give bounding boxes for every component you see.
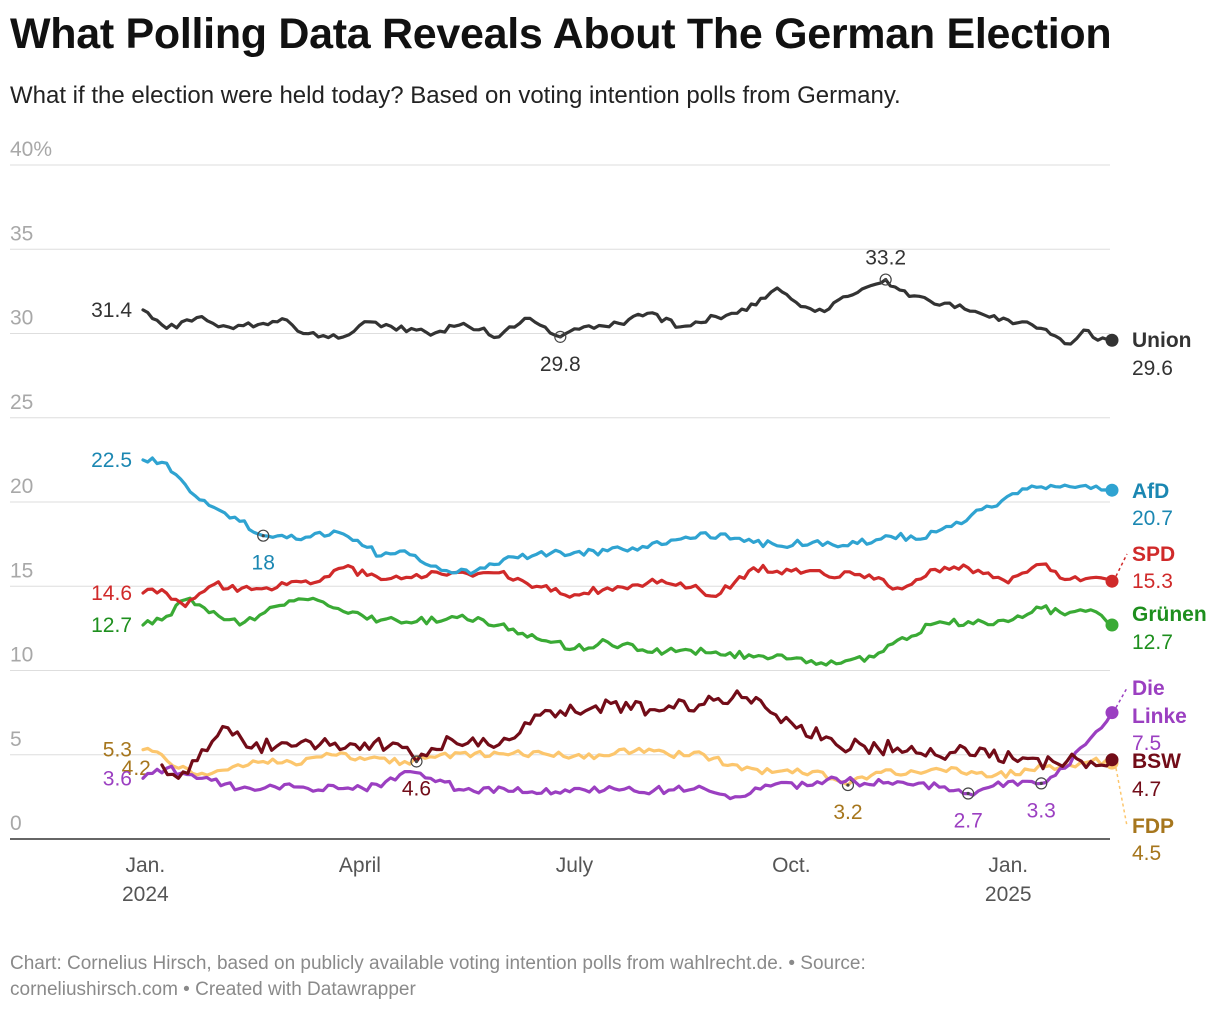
series-last-value: 15.3 bbox=[1132, 570, 1173, 593]
end-label-spd: SPD 15.3 bbox=[1115, 543, 1175, 593]
chart-subtitle: What if the election were held today? Ba… bbox=[10, 82, 901, 109]
series-name-label: BSW bbox=[1132, 750, 1181, 773]
series-gr-nen: 12.7 bbox=[91, 596, 1119, 667]
footer-credit-line: Chart: Cornelius Hirsch, based on public… bbox=[10, 953, 866, 974]
footer-source-line[interactable]: corneliushirsch.com • Created with Dataw… bbox=[10, 979, 416, 1000]
y-tick-label: 40% bbox=[10, 138, 52, 161]
series-line bbox=[141, 278, 1114, 346]
series-last-value: 12.7 bbox=[1132, 631, 1173, 654]
annotation-label: 2.7 bbox=[954, 810, 983, 833]
y-axis: 40% 35 30 25 20 15 10 5 0 bbox=[10, 138, 1110, 835]
series-end-dot bbox=[1105, 618, 1119, 632]
series-spd: 14.6 bbox=[91, 562, 1119, 609]
y-tick-label: 10 bbox=[10, 644, 33, 667]
annotation-label: 31.4 bbox=[91, 299, 132, 322]
series-afd: 22.5 18 bbox=[91, 449, 1119, 576]
annotation-marker bbox=[1035, 777, 1048, 790]
annotation-marker bbox=[257, 529, 270, 542]
series-fdp: 5.34.2 3.2 bbox=[103, 739, 1119, 824]
series-last-value: 7.5 bbox=[1132, 732, 1161, 755]
series-name-label: Union bbox=[1132, 329, 1191, 352]
annotation-label: 14.6 bbox=[91, 582, 132, 605]
label-leader bbox=[1115, 687, 1128, 708]
x-tick-label: Oct. bbox=[772, 854, 811, 877]
x-tick-label: Jan. bbox=[126, 854, 166, 877]
y-tick-label: 5 bbox=[10, 728, 22, 751]
annotation-label: 33.2 bbox=[865, 247, 906, 270]
x-tick-year-label: 2024 bbox=[122, 883, 169, 906]
series-end-dot bbox=[1105, 333, 1119, 347]
x-tick-label: April bbox=[339, 854, 381, 877]
series-name-label: Grünen bbox=[1132, 603, 1207, 626]
y-tick-label: 20 bbox=[10, 475, 33, 498]
chart-footer: Chart: Cornelius Hirsch, based on public… bbox=[10, 951, 1010, 1003]
annotation-marker-dot bbox=[558, 335, 562, 339]
annotation-marker-dot bbox=[966, 791, 970, 796]
x-tick-label: Jan. bbox=[988, 854, 1028, 877]
annotation-label: 3.3 bbox=[1027, 799, 1056, 822]
annotation-marker-dot bbox=[846, 783, 850, 787]
series-name-label: FDP bbox=[1132, 815, 1174, 838]
series-last-value: 20.7 bbox=[1132, 507, 1173, 530]
series-line bbox=[141, 562, 1114, 609]
end-label-gr-nen: Grünen 12.7 bbox=[1132, 603, 1207, 654]
annotation-label: 5.3 bbox=[103, 739, 132, 762]
annotation-label: 4.2 bbox=[122, 757, 151, 780]
annotation-label: 22.5 bbox=[91, 449, 132, 472]
annotation-marker bbox=[410, 755, 423, 768]
series-name-label: AfD bbox=[1132, 480, 1169, 503]
end-label-die-linke: Die Linke 7.5 bbox=[1115, 677, 1187, 755]
annotation-marker-dot bbox=[1039, 781, 1043, 785]
end-label-afd: AfD 20.7 bbox=[1132, 480, 1173, 530]
end-label-bsw: BSW 4.7 bbox=[1132, 750, 1181, 801]
annotation-marker bbox=[962, 787, 975, 800]
end-label-fdp: FDP 4.5 bbox=[1115, 768, 1174, 865]
series-line bbox=[141, 746, 1114, 787]
annotation-label: 4.6 bbox=[402, 777, 431, 800]
series-name-label: Linke bbox=[1132, 705, 1187, 728]
x-axis: Jan. 2024 April July Oct. Jan. 2025 bbox=[122, 854, 1032, 906]
series-line bbox=[141, 711, 1114, 801]
chart-title: What Polling Data Reveals About The Germ… bbox=[10, 10, 1112, 58]
end-label-union: Union 29.6 bbox=[1132, 329, 1191, 380]
series-last-value: 4.7 bbox=[1132, 778, 1161, 801]
annotation-marker-dot bbox=[261, 534, 265, 538]
annotation-label: 3.2 bbox=[833, 801, 862, 824]
series-last-value: 4.5 bbox=[1132, 842, 1161, 865]
y-tick-label: 35 bbox=[10, 222, 33, 245]
annotation-marker bbox=[554, 330, 567, 343]
series-name-label: SPD bbox=[1132, 543, 1175, 566]
series-end-dot bbox=[1105, 753, 1119, 767]
series-end-dot bbox=[1105, 706, 1119, 720]
annotation-label: 12.7 bbox=[91, 614, 132, 637]
series-line bbox=[141, 596, 1114, 667]
annotation-marker-dot bbox=[884, 277, 888, 282]
series-die-linke: 3.6 2.7 3.3 bbox=[103, 706, 1119, 833]
series-line bbox=[160, 689, 1114, 780]
annotation-marker-dot bbox=[414, 759, 419, 764]
label-leader bbox=[1115, 553, 1128, 577]
x-tick-label: July bbox=[556, 854, 594, 877]
y-tick-label: 15 bbox=[10, 559, 33, 582]
y-tick-label: 25 bbox=[10, 391, 33, 414]
series-union: 31.4 29.8 33.2 bbox=[91, 247, 1119, 376]
series-name-label: Die bbox=[1132, 677, 1165, 700]
series-line bbox=[141, 456, 1114, 576]
y-tick-label: 30 bbox=[10, 307, 33, 330]
annotation-label: 3.6 bbox=[103, 767, 132, 790]
annotation-marker bbox=[879, 273, 892, 286]
label-leader bbox=[1115, 768, 1128, 827]
annotation-label: 18 bbox=[252, 552, 275, 575]
series-end-dot bbox=[1105, 483, 1119, 497]
series-bsw: 4.6 bbox=[160, 689, 1119, 800]
y-tick-label: 0 bbox=[10, 812, 22, 835]
series-end-dot bbox=[1105, 574, 1119, 588]
end-labels: Union 29.6 AfD 20.7 SPD 15.3 Grünen 12.7 Die Link… bbox=[1115, 329, 1207, 865]
x-tick-year-label: 2025 bbox=[985, 883, 1032, 906]
series-last-value: 29.6 bbox=[1132, 357, 1173, 380]
annotation-label: 29.8 bbox=[540, 353, 581, 376]
